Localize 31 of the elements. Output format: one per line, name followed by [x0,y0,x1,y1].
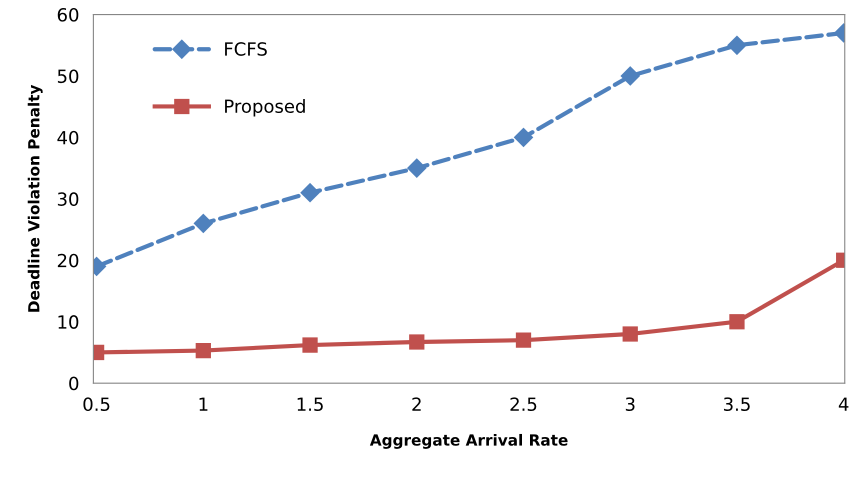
point [622,326,638,342]
x-tick-label: 3.5 [724,397,750,412]
y-tick-label: 60 [58,8,78,22]
point [302,337,318,353]
y-axis-title: Deadline Violation Penalty [28,84,43,312]
x-tick-label: 3 [626,397,635,412]
legend-label: Proposed [225,99,305,117]
y-tick-label: 50 [58,69,78,84]
point [729,314,745,330]
point [514,128,534,147]
x-tick-label: 0.5 [83,397,110,412]
point [194,214,213,233]
point [409,334,424,350]
y-tick-label: 0 [69,376,78,390]
x-tick-label: 4 [838,398,848,411]
x-tick-label: 2.5 [510,397,536,412]
x-tick-label: 1.5 [298,398,323,412]
y-tick-label: 40 [57,130,78,145]
point [620,66,640,86]
x-tick-label: 2 [412,397,421,411]
point [300,183,320,202]
point [196,342,211,358]
point [516,332,532,348]
y-tick-label: 10 [58,315,78,329]
x-tick-label: 1 [200,398,208,411]
point [407,158,426,178]
y-tick-label: 20 [58,254,78,268]
x-axis-title: Aggregate Arrival Rate [370,434,568,449]
point [727,36,746,55]
y-tick-label: 30 [58,192,78,206]
legend-label: FCFS [225,42,267,56]
